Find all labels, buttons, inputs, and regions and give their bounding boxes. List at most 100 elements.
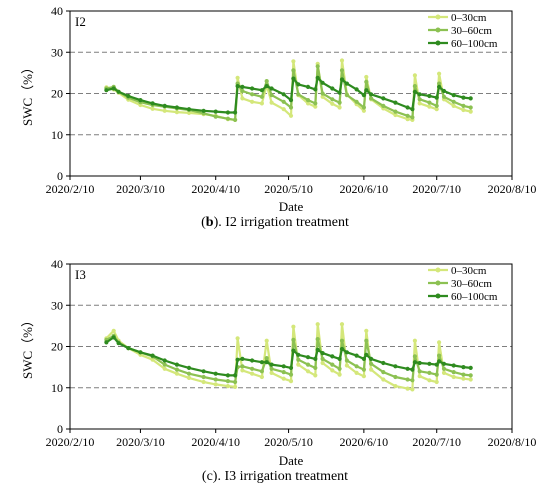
- data-point: [393, 112, 398, 118]
- data-point: [369, 92, 374, 97]
- legend-label: 60–100cm: [451, 291, 498, 303]
- data-point: [451, 103, 456, 108]
- data-point: [250, 371, 255, 376]
- data-point: [162, 358, 167, 363]
- data-point: [344, 363, 349, 368]
- data-point: [269, 366, 274, 371]
- data-point: [233, 110, 238, 115]
- x-tick-label: 2020/2/10: [46, 435, 95, 449]
- data-point: [361, 93, 366, 98]
- data-point: [320, 360, 325, 366]
- x-axis-label: Date: [279, 199, 304, 214]
- data-point: [116, 89, 121, 94]
- data-point: [393, 374, 398, 380]
- data-point: [240, 88, 245, 94]
- data-point: [296, 92, 301, 97]
- data-point: [201, 379, 206, 385]
- data-point: [240, 96, 245, 101]
- data-point: [201, 108, 206, 113]
- data-point: [250, 358, 255, 363]
- data-point: [233, 373, 238, 378]
- data-point: [337, 372, 342, 377]
- series-line: [105, 323, 471, 391]
- data-point: [233, 384, 238, 389]
- data-point: [451, 93, 456, 98]
- series-60–100cm: [104, 335, 473, 378]
- data-point: [393, 364, 398, 369]
- data-point: [412, 84, 417, 89]
- data-point: [361, 367, 366, 372]
- y-tick-label: 20: [51, 340, 63, 354]
- data-point: [337, 100, 342, 105]
- data-point: [434, 372, 439, 377]
- data-point: [264, 338, 269, 343]
- data-point: [233, 379, 238, 385]
- x-tick-label: 2020/7/10: [412, 182, 461, 196]
- data-point: [296, 357, 301, 362]
- data-point: [225, 379, 230, 384]
- data-point: [330, 362, 335, 367]
- data-point: [361, 356, 366, 361]
- data-point: [250, 99, 255, 104]
- data-point: [174, 362, 179, 367]
- data-point: [339, 77, 345, 82]
- y-axis-label: SWC（%）: [20, 314, 35, 379]
- data-point: [361, 374, 366, 379]
- y-tick-label: 40: [51, 257, 63, 271]
- y-tick-label: 30: [51, 298, 63, 312]
- data-point: [405, 377, 410, 382]
- x-tick-label: 2020/7/10: [412, 435, 461, 449]
- data-point: [468, 373, 473, 378]
- data-point: [437, 81, 442, 86]
- data-point: [437, 353, 442, 358]
- data-point: [405, 113, 410, 118]
- data-point: [354, 99, 359, 104]
- data-point: [337, 356, 342, 361]
- data-point: [240, 364, 245, 369]
- data-point: [111, 86, 116, 91]
- figure-caption: (c). I3 irrigation treatment: [202, 469, 348, 484]
- data-point: [441, 370, 447, 375]
- x-tick-label: 2020/6/10: [340, 182, 389, 196]
- data-point: [150, 106, 155, 111]
- legend-swatch-marker: [435, 27, 441, 33]
- data-point: [150, 357, 155, 362]
- data-point: [339, 322, 345, 327]
- data-point: [313, 373, 318, 378]
- data-point: [441, 94, 447, 99]
- data-point: [441, 366, 447, 371]
- data-point: [225, 110, 230, 115]
- data-point: [417, 97, 422, 102]
- data-point: [437, 71, 442, 76]
- data-point: [405, 366, 410, 371]
- data-point: [354, 364, 359, 369]
- data-point: [235, 336, 240, 341]
- data-point: [104, 340, 109, 345]
- data-point: [186, 110, 192, 115]
- chart-panel-I2: 0 10 20 30 40 2020/2/10 2020/3/10 2020/4/10 2020…: [20, 4, 536, 230]
- data-point: [186, 371, 192, 376]
- x-tick-label: 2020/3/10: [116, 182, 165, 196]
- data-point: [313, 101, 318, 106]
- x-axis-label: Date: [279, 453, 304, 468]
- data-point: [437, 84, 442, 89]
- data-point: [393, 100, 398, 105]
- data-point: [364, 352, 369, 357]
- data-point: [451, 374, 456, 380]
- data-point: [339, 338, 345, 343]
- data-point: [337, 105, 342, 110]
- data-point: [437, 359, 442, 364]
- data-point: [412, 354, 417, 359]
- legend-label: 30–60cm: [451, 278, 492, 290]
- data-point: [264, 360, 269, 365]
- data-point: [138, 98, 143, 103]
- data-point: [225, 373, 230, 378]
- data-point: [291, 68, 296, 73]
- data-point: [116, 341, 121, 346]
- data-point: [461, 103, 466, 108]
- data-point: [339, 58, 345, 63]
- data-point: [320, 91, 325, 96]
- data-point: [468, 109, 473, 114]
